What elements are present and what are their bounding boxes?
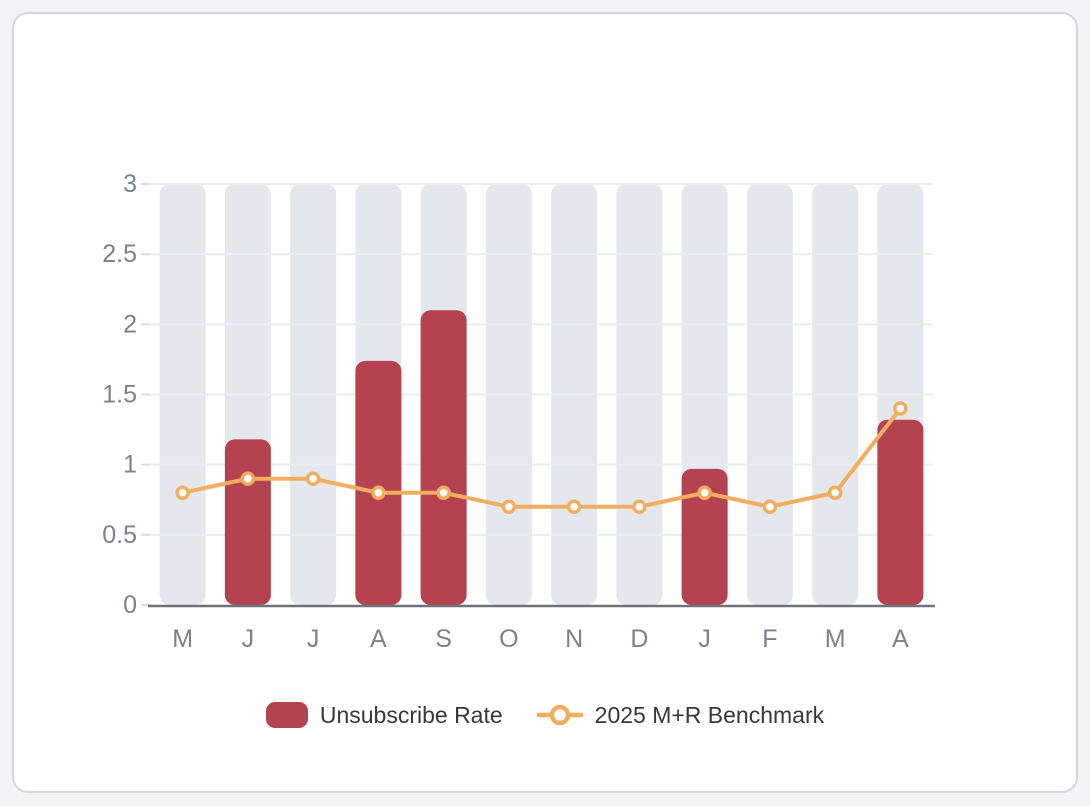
line-marker xyxy=(436,485,451,500)
y-axis-label: 1.5 xyxy=(102,381,137,409)
line-marker xyxy=(827,485,843,500)
bar-series-swatch xyxy=(265,702,308,728)
x-axis-label: N xyxy=(565,625,583,653)
legend-item-benchmark: 2025 M+R Benchmark xyxy=(536,701,825,729)
benchmark-line xyxy=(180,406,903,509)
x-axis-label: M xyxy=(172,625,193,653)
legend-label-benchmark: 2025 M+R Benchmark xyxy=(594,701,825,728)
x-axis-label: A xyxy=(892,625,909,653)
line-marker xyxy=(893,401,908,416)
y-axis-label: 0 xyxy=(123,591,137,619)
y-axis-label: 2 xyxy=(123,310,137,338)
x-axis-label: O xyxy=(499,625,518,653)
x-axis-label: M xyxy=(825,625,846,653)
x-axis-label: A xyxy=(370,625,387,653)
legend-label-unsubscribe-rate: Unsubscribe Rate xyxy=(319,701,503,728)
x-axis-label: F xyxy=(762,625,777,653)
bar xyxy=(224,439,271,605)
line-marker xyxy=(371,485,386,500)
line-marker xyxy=(632,499,647,515)
bar xyxy=(355,360,402,605)
line-series-marker-icon xyxy=(536,704,583,726)
chart-legend: Unsubscribe Rate 2025 M+R Benchmark xyxy=(0,701,1090,729)
y-axis-label: 1 xyxy=(123,451,137,479)
line-marker xyxy=(305,471,321,486)
x-axis-label: S xyxy=(435,625,452,653)
line-marker xyxy=(175,485,190,500)
y-axis-label: 0.5 xyxy=(102,521,137,549)
y-axis-label: 3 xyxy=(123,170,137,198)
y-axis-label: 2.5 xyxy=(102,240,137,268)
x-axis-label: J xyxy=(242,625,255,653)
line-marker xyxy=(762,499,778,515)
line-marker xyxy=(697,485,712,500)
bar xyxy=(420,310,467,605)
x-axis-label: D xyxy=(630,625,648,653)
x-axis-label: J xyxy=(307,625,320,653)
x-axis-label: J xyxy=(698,625,711,653)
legend-item-unsubscribe-rate: Unsubscribe Rate xyxy=(265,701,503,729)
bar xyxy=(681,468,728,605)
line-marker xyxy=(566,499,582,515)
line-marker xyxy=(501,499,517,515)
bar xyxy=(877,419,924,605)
line-marker xyxy=(240,471,256,486)
